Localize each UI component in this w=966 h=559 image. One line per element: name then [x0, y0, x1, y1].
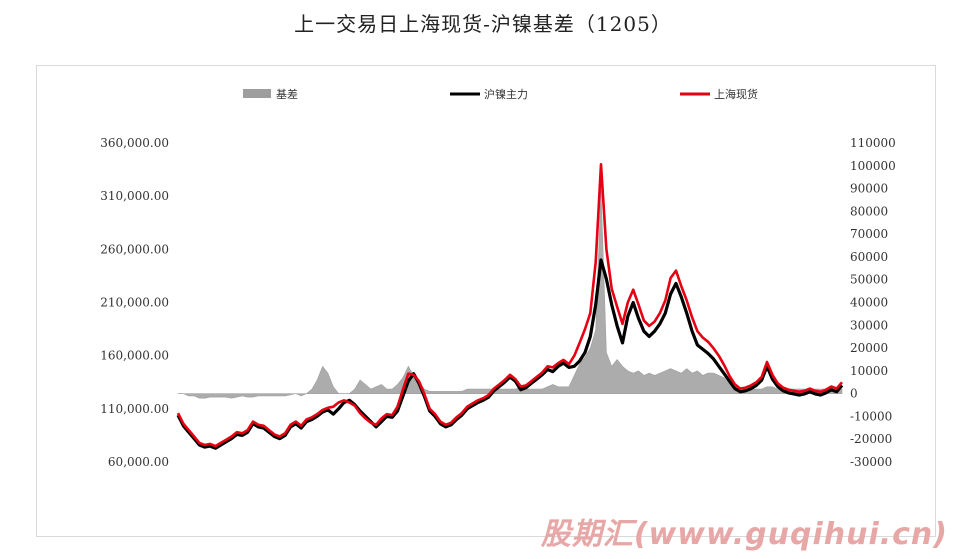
- legend-label-spot: 上海现货: [714, 87, 758, 101]
- left-tick-label: 360,000.00: [100, 136, 169, 150]
- left-tick-label: 160,000.00: [100, 349, 169, 363]
- right-tick-label: 110000: [850, 136, 896, 150]
- right-tick-label: 90000: [850, 182, 888, 196]
- right-tick-label: 60000: [850, 250, 888, 264]
- right-tick-label: -30000: [850, 455, 892, 469]
- legend-label-basis: 基差: [276, 87, 298, 101]
- right-tick-label: 100000: [850, 159, 896, 173]
- right-tick-label: 40000: [850, 296, 888, 310]
- left-tick-label: 60,000.00: [108, 455, 169, 469]
- watermark: 股期汇(www.guqihui.cn): [540, 517, 948, 552]
- right-axis: 1100001000009000080000700006000050000400…: [850, 136, 896, 469]
- right-tick-label: 70000: [850, 227, 888, 241]
- series-spot-line: [176, 163, 843, 448]
- right-tick-label: 50000: [850, 273, 888, 287]
- plot-area: [176, 163, 844, 450]
- right-tick-label: 80000: [850, 204, 888, 218]
- right-tick-label: 30000: [850, 318, 888, 332]
- series-futures-line: [176, 258, 844, 450]
- left-tick-label: 210,000.00: [100, 296, 169, 310]
- legend: 基差 沪镍主力 上海现货: [243, 87, 758, 101]
- right-tick-label: 10000: [850, 364, 888, 378]
- right-tick-label: 20000: [850, 341, 888, 355]
- left-axis: 360,000.00 310,000.00 260,000.00 210,000.00…: [100, 136, 169, 469]
- right-tick-label: -10000: [850, 409, 892, 423]
- left-tick-label: 110,000.00: [100, 402, 169, 416]
- chart-title: 上一交易日上海现货-沪镍基差（1205）: [294, 12, 672, 36]
- left-tick-label: 310,000.00: [100, 189, 169, 203]
- legend-swatch-basis: [243, 89, 271, 98]
- right-tick-label: 0: [850, 387, 858, 401]
- legend-label-futures: 沪镍主力: [484, 87, 528, 101]
- left-tick-label: 260,000.00: [100, 242, 169, 256]
- chart-frame: [36, 65, 936, 537]
- series-basis-area: [177, 188, 843, 399]
- right-tick-label: -20000: [850, 432, 892, 446]
